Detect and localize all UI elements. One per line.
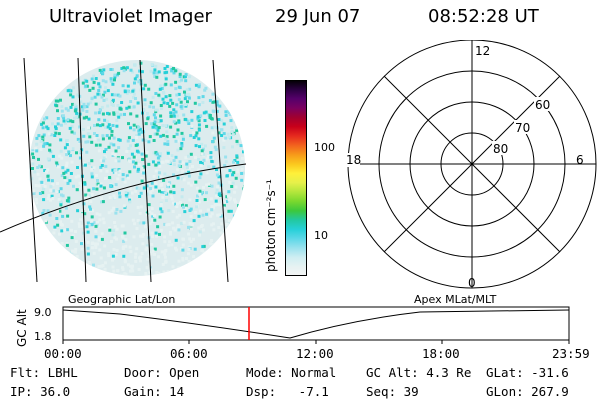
ip-status: IP: 36.0 [10, 384, 71, 399]
meridian-line [139, 59, 152, 283]
apex-label: Apex MLat/MLT [414, 293, 497, 306]
meridian-line [77, 57, 87, 283]
plot-frame [62, 306, 570, 341]
auroral-image [0, 57, 247, 283]
colorbar-unit-text: photon cm⁻²s⁻¹ [264, 179, 278, 272]
lat-label-60: 60 [535, 98, 550, 112]
polar-mlt-plot: 12 18 6 0 60 70 80 [344, 40, 597, 290]
geographic-label: Geographic Lat/Lon [68, 293, 176, 306]
latitude-line [0, 163, 247, 233]
altitude-curve [62, 309, 570, 339]
gc-alt-axis-title: GC Alt [15, 309, 29, 347]
x-tick-2359: 23:59 [552, 346, 590, 361]
gc-altitude-status: GC Alt: 4.3 Re [366, 365, 472, 380]
y-tick-lower: 1.8 [34, 330, 52, 343]
observation-time: 08:52:28 UT [428, 6, 539, 27]
sequence-status: Seq: 39 [366, 384, 419, 399]
dsp-status: Dsp: -7.1 [246, 384, 329, 399]
mlt-label-6: 6 [576, 153, 584, 167]
colorbar-unit-label: photon cm⁻²s⁻¹ [264, 179, 278, 272]
colorbar-tick-10: 10 [314, 229, 328, 242]
orbit-altitude-plot [62, 306, 570, 344]
x-tick-0600: 06:00 [170, 346, 208, 361]
door-status: Door: Open [124, 365, 200, 380]
mlt-label-0: 0 [468, 276, 476, 290]
lat-label-80: 80 [493, 142, 508, 156]
mlt-label-18: 18 [346, 153, 361, 167]
x-tick-1800: 18:00 [422, 346, 460, 361]
x-tick-1200: 12:00 [296, 346, 334, 361]
diagonal-line [383, 75, 561, 253]
lat-label-70: 70 [515, 121, 530, 135]
instrument-title: Ultraviolet Imager [49, 6, 212, 27]
meridian-line [23, 57, 38, 283]
observation-date: 29 Jun 07 [275, 6, 361, 27]
geographic-grid [0, 57, 247, 283]
gain-status: Gain: 14 [124, 384, 185, 399]
y-tick-upper: 9.0 [34, 306, 52, 319]
color-scale-bar [285, 80, 307, 276]
mode-status: Mode: Normal [246, 365, 337, 380]
colorbar-tick-100: 100 [314, 141, 335, 154]
x-tick-0000: 00:00 [44, 346, 82, 361]
mlt-label-12: 12 [475, 44, 490, 58]
gc-alt-title-text: GC Alt [15, 309, 29, 347]
meridian-line [212, 59, 229, 283]
glat-status: GLat: -31.6 [486, 365, 569, 380]
filter-status: Flt: LBHL [10, 365, 78, 380]
emission-speckles [30, 61, 245, 276]
glon-status: GLon: 267.9 [486, 384, 569, 399]
